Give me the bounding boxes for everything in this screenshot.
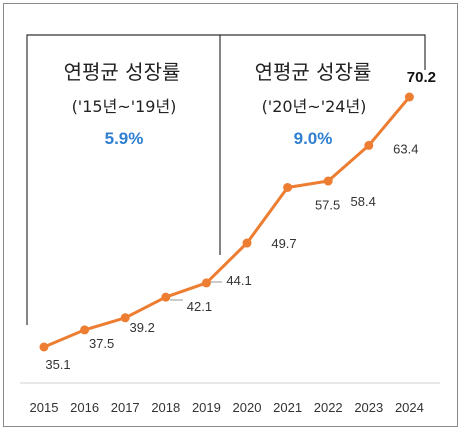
x-tick-layer: 2015 2016 2017 2018 2019 2020 2021 2022 2023 2024 bbox=[30, 400, 424, 415]
data-point-2023 bbox=[364, 140, 374, 150]
data-point-2017 bbox=[120, 313, 130, 323]
data-label-2023: 63.4 bbox=[393, 141, 418, 156]
period-brackets bbox=[26, 34, 426, 325]
x-tick-2016: 2016 bbox=[70, 400, 99, 415]
x-tick-2021: 2021 bbox=[273, 400, 302, 415]
x-tick-2020: 2020 bbox=[233, 400, 262, 415]
period-2-rate: 9.0% bbox=[294, 129, 333, 148]
data-point-2019 bbox=[201, 278, 211, 288]
data-point-2020 bbox=[242, 238, 252, 248]
period-annotation-1: 연평균 성장률 ('15년~'19년) 5.9% bbox=[64, 60, 181, 148]
x-tick-2024: 2024 bbox=[395, 400, 424, 415]
series-line bbox=[43, 96, 411, 349]
data-label-2016: 37.5 bbox=[89, 336, 114, 351]
period-1-rate: 5.9% bbox=[105, 129, 144, 148]
data-point-2021 bbox=[283, 182, 293, 192]
data-label-layer: 35.1 37.5 39.2 42.1 44.1 49.7 57.5 58.4 63.4 70.2 bbox=[45, 69, 436, 372]
data-label-2019: 44.1 bbox=[226, 273, 251, 288]
data-point-2018 bbox=[161, 292, 171, 302]
x-tick-2019: 2019 bbox=[192, 400, 221, 415]
series-layer bbox=[39, 92, 414, 352]
data-label-2018: 42.1 bbox=[187, 299, 212, 314]
label-leaders bbox=[170, 281, 222, 301]
period-1-range: ('15년~'19년) bbox=[72, 97, 177, 116]
chart-frame bbox=[3, 3, 458, 427]
data-label-2022: 58.4 bbox=[351, 194, 376, 209]
period-2-title: 연평균 성장률 bbox=[255, 60, 372, 84]
x-tick-2022: 2022 bbox=[314, 400, 343, 415]
data-label-2015: 35.1 bbox=[45, 357, 70, 372]
period-2-range: ('20년~'24년) bbox=[262, 97, 367, 116]
data-label-2020: 49.7 bbox=[271, 236, 296, 251]
period-bracket-2 bbox=[220, 34, 426, 70]
data-point-2022 bbox=[323, 176, 333, 186]
x-tick-2018: 2018 bbox=[151, 400, 180, 415]
x-tick-2017: 2017 bbox=[111, 400, 140, 415]
data-point-2024 bbox=[404, 92, 414, 102]
data-label-2017: 39.2 bbox=[130, 320, 155, 335]
x-tick-2015: 2015 bbox=[30, 400, 59, 415]
data-point-2015 bbox=[39, 342, 49, 352]
period-1-title: 연평균 성장률 bbox=[64, 60, 181, 84]
data-label-2024: 70.2 bbox=[407, 69, 436, 86]
x-tick-2023: 2023 bbox=[354, 400, 383, 415]
data-label-2021: 57.5 bbox=[315, 197, 340, 212]
period-bracket-1 bbox=[26, 34, 221, 325]
data-point-2016 bbox=[80, 325, 90, 335]
period-annotation-2: 연평균 성장률 ('20년~'24년) 9.0% bbox=[255, 60, 372, 148]
